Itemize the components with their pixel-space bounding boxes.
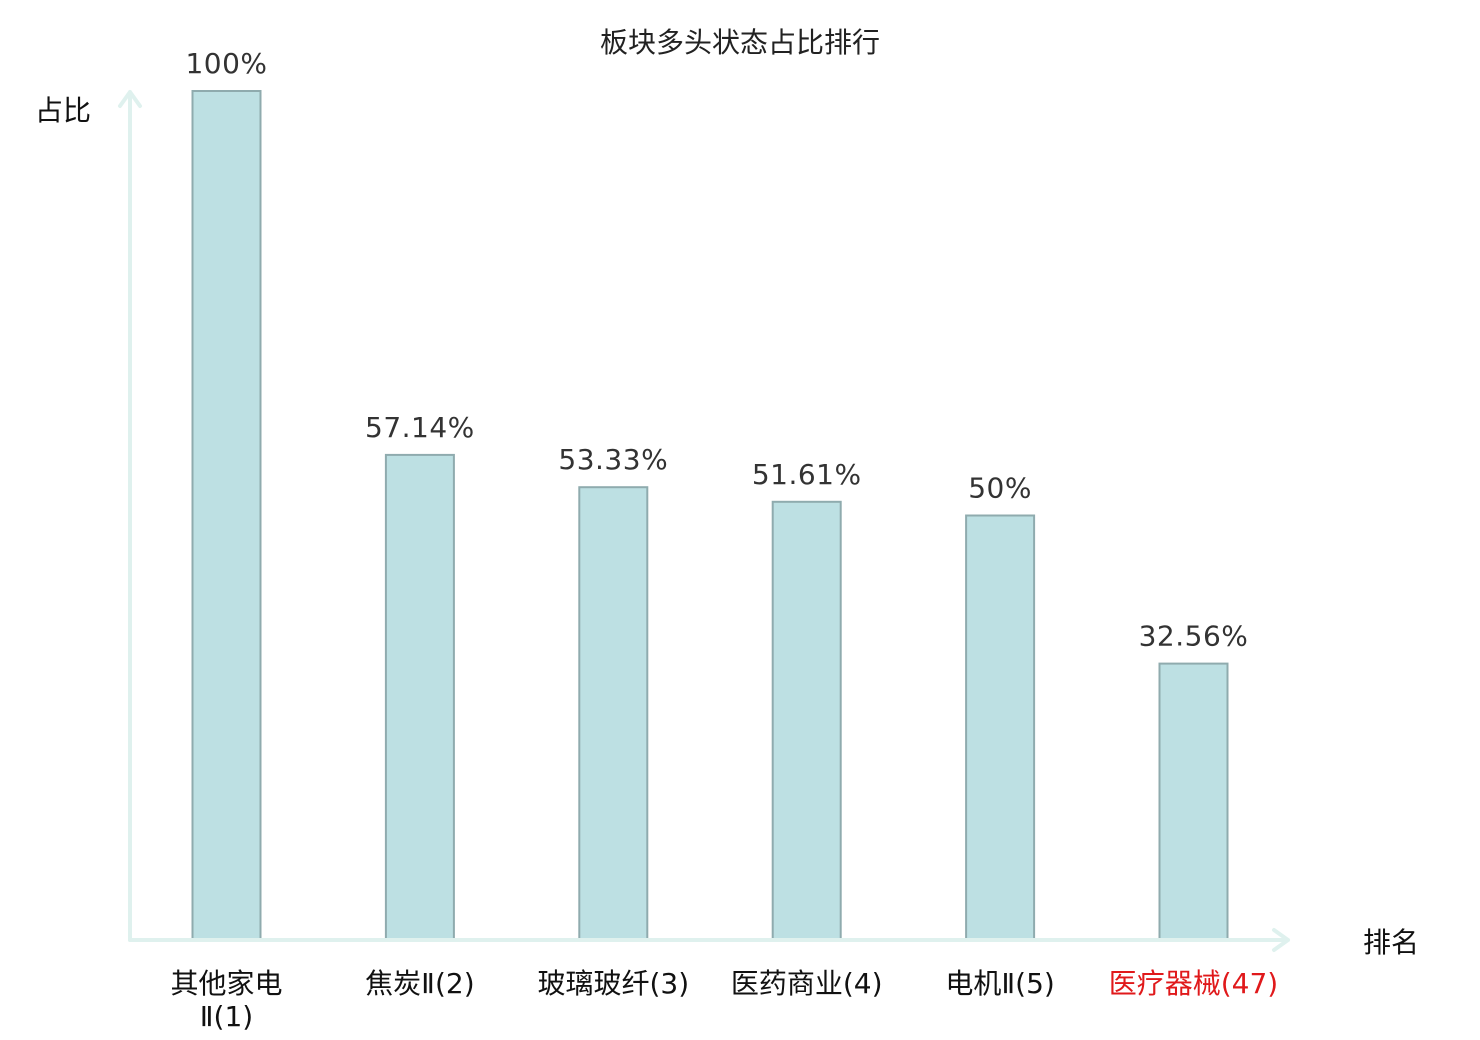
bar-3 bbox=[578, 486, 649, 941]
value-label-1: 100% bbox=[185, 47, 267, 80]
category-label-6: 医疗器械(47) bbox=[1109, 967, 1278, 1000]
bar-5 bbox=[965, 514, 1036, 941]
bar-6 bbox=[1158, 662, 1229, 941]
bar-4 bbox=[771, 500, 842, 941]
y-axis-label: 占比 bbox=[35, 94, 91, 127]
category-label-2: 焦炭Ⅱ(2) bbox=[365, 967, 474, 1000]
x-axis-line bbox=[128, 928, 1290, 952]
category-label-1-line-2: Ⅱ(1) bbox=[200, 1000, 253, 1033]
value-label-5: 50% bbox=[968, 472, 1032, 505]
value-label-3: 53.33% bbox=[558, 443, 668, 476]
bar-2 bbox=[384, 453, 455, 941]
category-label-3: 玻璃玻纤(3) bbox=[537, 967, 689, 1000]
value-labels-group: 100% 57.14% 53.33% 51.61% 50% 32.56% bbox=[185, 47, 1249, 653]
category-label-1-line-1: 其他家电 bbox=[170, 967, 282, 1000]
y-axis-line bbox=[118, 90, 142, 942]
value-label-6: 32.56% bbox=[1139, 620, 1249, 653]
value-label-2: 57.14% bbox=[365, 411, 475, 444]
bar-1 bbox=[191, 90, 262, 941]
bars-group bbox=[191, 90, 1229, 941]
category-label-4: 医药商业(4) bbox=[731, 967, 883, 1000]
x-axis-label: 排名 bbox=[1363, 926, 1419, 959]
chart-title: 板块多头状态占比排行 bbox=[600, 26, 880, 59]
value-label-4: 51.61% bbox=[752, 458, 862, 491]
category-label-5: 电机Ⅱ(5) bbox=[945, 967, 1054, 1000]
